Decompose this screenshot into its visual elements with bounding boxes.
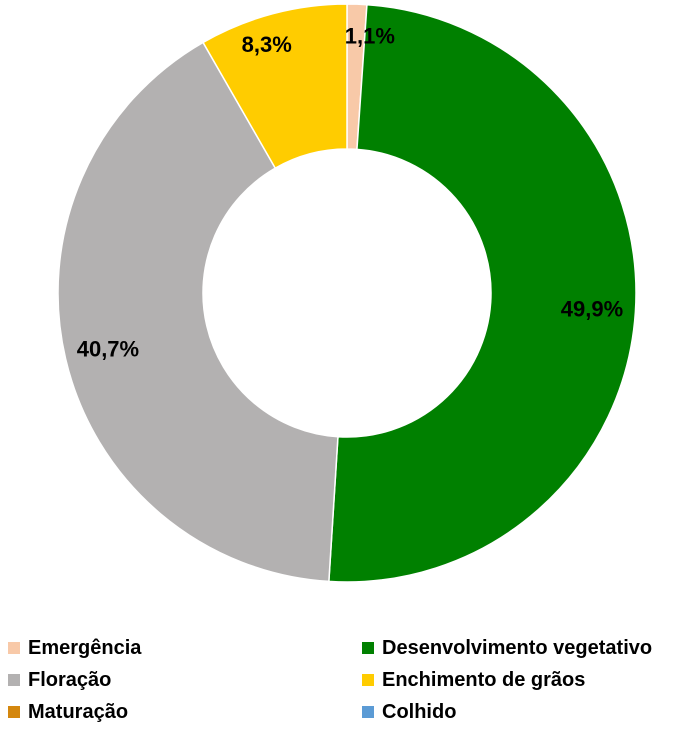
legend-label-desenvolvimento-vegetativo: Desenvolvimento vegetativo: [382, 636, 653, 659]
chart-legend: Emergência Desenvolvimento vegetativo Fl…: [0, 630, 694, 730]
legend-item-colhido: Colhido: [362, 698, 456, 726]
legend-swatch-colhido: [362, 706, 374, 718]
legend-label-enchimento-de-graos: Enchimento de grãos: [382, 668, 586, 691]
legend-item-floracao: Floração: [8, 666, 111, 694]
legend-swatch-emergencia: [8, 642, 20, 654]
legend-swatch-floracao: [8, 674, 20, 686]
legend-label-emergencia: Emergência: [28, 636, 142, 659]
data-label-floracao: 40,7%: [77, 336, 139, 361]
legend-item-emergencia: Emergência: [8, 634, 141, 662]
legend-label-floracao: Floração: [28, 668, 112, 691]
legend-item-maturacao: Maturação: [8, 698, 128, 726]
data-label-emergencia: 1,1%: [345, 24, 395, 49]
legend-swatch-desenvolvimento-vegetativo: [362, 642, 374, 654]
legend-label-maturacao: Maturação: [28, 700, 129, 723]
legend-item-desenvolvimento-vegetativo: Desenvolvimento vegetativo: [362, 634, 652, 662]
legend-label-colhido: Colhido: [382, 700, 457, 723]
slice-floracao: [57, 41, 339, 583]
legend-swatch-enchimento-de-graos: [362, 674, 374, 686]
slice-enchimento-de-graos: [202, 3, 348, 170]
data-label-enchimento-de-graos: 8,3%: [242, 32, 292, 57]
legend-item-enchimento-de-graos: Enchimento de grãos: [362, 666, 585, 694]
data-label-desenvolvimento-vegetativo: 49,9%: [561, 297, 623, 322]
legend-swatch-maturacao: [8, 706, 20, 718]
slice-desenvolvimento-vegetativo: [328, 3, 637, 583]
donut-chart: 1,1% 49,9% 40,7% 8,3%: [57, 3, 637, 583]
